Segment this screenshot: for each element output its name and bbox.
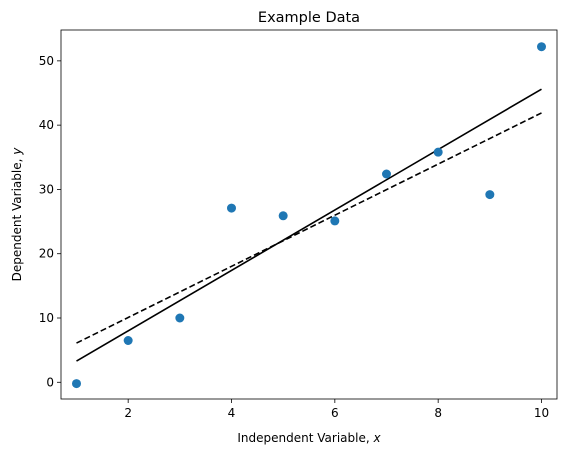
x-tick-label: 6 <box>331 406 339 420</box>
y-axis-label: Dependent Variable, y <box>10 147 24 282</box>
data-point <box>278 211 288 221</box>
x-tick-label: 10 <box>534 406 549 420</box>
y-tick-label: 40 <box>39 118 54 132</box>
data-point <box>72 379 81 389</box>
x-axis-label-text: Independent Variable, <box>237 431 373 445</box>
data-point <box>382 169 391 179</box>
y-tick-label: 0 <box>46 375 54 389</box>
data-point <box>330 216 340 226</box>
data-point <box>175 313 185 323</box>
data-point <box>123 336 133 345</box>
x-axis-label: Independent Variable, x <box>237 431 381 445</box>
data-point <box>227 203 236 213</box>
dashed-fit-line <box>76 112 542 344</box>
data-point <box>485 190 495 200</box>
y-axis-label-text: Dependent Variable, <box>10 155 24 282</box>
y-tick-label: 30 <box>39 182 54 196</box>
x-tick-label: 4 <box>228 406 236 420</box>
x-tick-label: 8 <box>434 406 442 420</box>
chart-title: Example Data <box>258 10 360 26</box>
x-axis-ticks: 2 4 6 8 10 <box>124 399 549 420</box>
plot-marks <box>72 42 546 389</box>
y-tick-label: 50 <box>39 54 54 68</box>
y-tick-label: 10 <box>39 311 54 325</box>
solid-fit-line <box>76 88 542 362</box>
y-axis-ticks: 0 10 20 30 40 50 <box>39 54 61 389</box>
y-axis-label-variable: y <box>10 147 24 156</box>
plot-area-frame <box>60 29 558 400</box>
y-tick-label: 20 <box>39 247 54 261</box>
x-axis-label-variable: x <box>372 431 381 445</box>
x-tick-label: 2 <box>124 406 132 420</box>
data-point <box>433 147 443 157</box>
data-point <box>537 42 546 52</box>
